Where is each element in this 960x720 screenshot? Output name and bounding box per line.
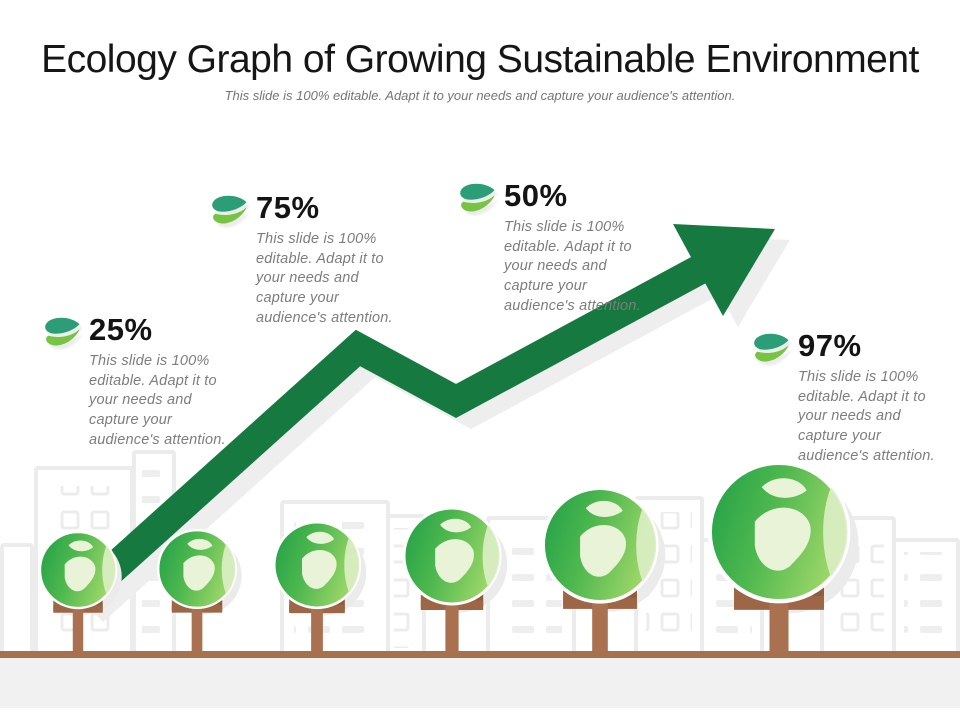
- leaf-icon: [754, 333, 789, 362]
- milestone-50: 50% This slide is 100% editable. Adapt i…: [459, 180, 654, 317]
- milestone-value: 97%: [798, 328, 862, 363]
- milestone-value: 75%: [256, 190, 320, 225]
- milestone-description: This slide is 100% editable. Adapt it to…: [256, 231, 393, 326]
- leaf-icon: [45, 317, 80, 346]
- milestone-97: 97% This slide is 100% editable. Adapt i…: [753, 330, 948, 467]
- trend-arrow: [67, 224, 775, 612]
- milestone-description: This slide is 100% editable. Adapt it to…: [798, 369, 935, 464]
- milestone-25: 25% This slide is 100% editable. Adapt i…: [44, 314, 239, 451]
- milestone-value: 25%: [89, 312, 153, 347]
- ground-line: [0, 651, 960, 658]
- leaf-icon: [212, 195, 247, 224]
- milestone-description: This slide is 100% editable. Adapt it to…: [89, 353, 226, 448]
- footer-strip: [0, 658, 960, 708]
- milestone-description: This slide is 100% editable. Adapt it to…: [504, 219, 641, 314]
- slide-subtitle: This slide is 100% editable. Adapt it to…: [224, 88, 736, 103]
- slide-title: Ecology Graph of Growing Sustainable Env…: [41, 38, 919, 81]
- milestone-75: 75% This slide is 100% editable. Adapt i…: [211, 192, 406, 329]
- bottom-margin: [0, 708, 960, 720]
- milestone-value: 50%: [504, 178, 568, 213]
- leaf-icon: [460, 183, 495, 212]
